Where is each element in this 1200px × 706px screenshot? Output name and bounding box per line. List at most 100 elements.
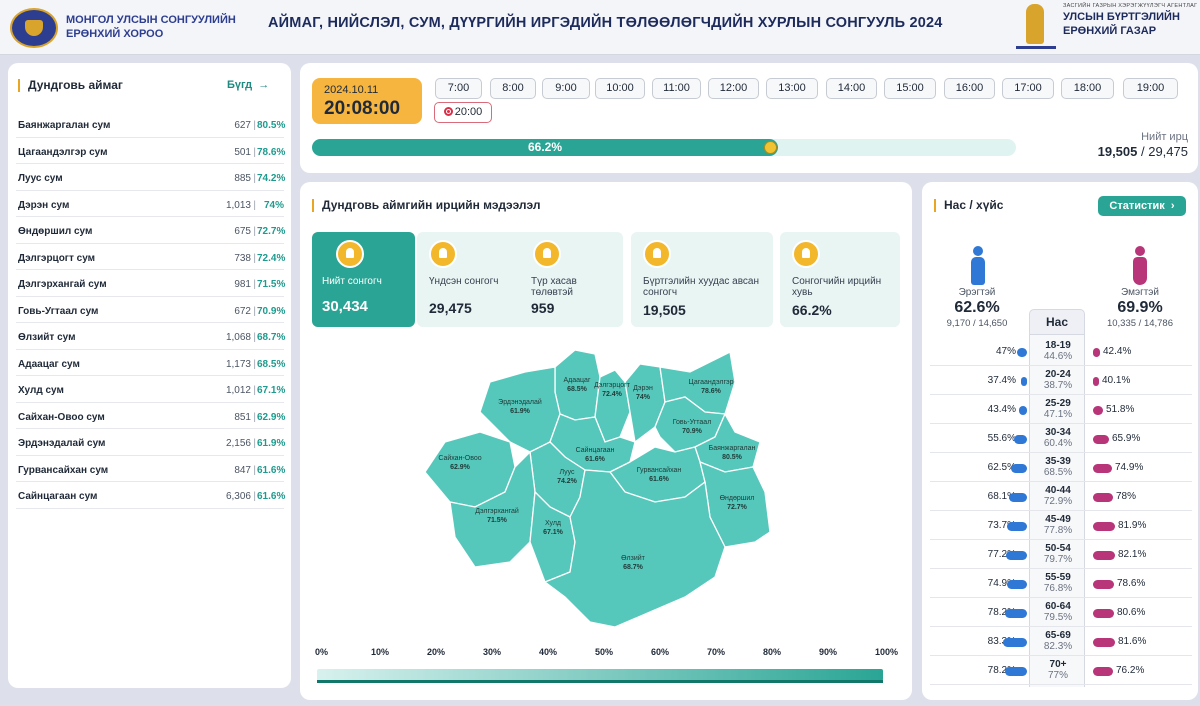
info-title: Дундговь аймгийн ирцийн мэдээлэл bbox=[312, 199, 541, 212]
soum-row[interactable]: Дэлгэрцогт сум 738 | 72.4% bbox=[16, 244, 285, 270]
hour-button[interactable]: 12:00 bbox=[708, 78, 759, 99]
soum-row[interactable]: Дэрэн сум 1,013 | 74% bbox=[16, 191, 284, 217]
male-age-bar bbox=[1007, 580, 1027, 589]
voters-breakdown-card: Үндсэн сонгогч 29,475 Түр хасав төлөвтэй… bbox=[417, 232, 623, 327]
soum-row[interactable]: Говь-Угтаал сум 672 | 70.9% bbox=[16, 297, 286, 323]
map-region-pct: 78.6% bbox=[701, 388, 722, 395]
age-row[interactable]: 74.9% 55-59 76.8% 78.6% bbox=[930, 569, 1192, 598]
female-age-pct: 65.9% bbox=[1112, 433, 1141, 444]
age-row[interactable]: 43.4% 25-29 47.1% 51.8% bbox=[930, 395, 1192, 424]
soum-pct: 61.9% bbox=[257, 438, 286, 449]
soum-separator: | bbox=[253, 120, 256, 131]
age-range-label: 55-59 bbox=[1045, 572, 1071, 583]
progress-knob[interactable] bbox=[764, 141, 778, 154]
hour-button[interactable]: 14:00 bbox=[826, 78, 877, 99]
soum-name: Өндөршил сум bbox=[18, 226, 93, 237]
male-age-pct: 78.2% bbox=[987, 607, 1016, 618]
hour-button[interactable]: 9:00 bbox=[542, 78, 590, 99]
age-range-label: 65-69 bbox=[1045, 630, 1071, 641]
soum-row[interactable]: Сайхан-Овоо сум 851 | 62.9% bbox=[16, 403, 285, 429]
female-age-pct: 74.9% bbox=[1115, 462, 1144, 473]
record-icon bbox=[443, 107, 453, 116]
soum-name: Сайнцагаан сум bbox=[18, 491, 98, 502]
map-region-pct: 62.9% bbox=[450, 464, 471, 471]
turnout-progress-label: 66.2% bbox=[528, 140, 563, 154]
org-left-name: МОНГОЛ УЛСЫН СОНГУУЛИЙН ЕРӨНХИЙ ХОРОО bbox=[66, 13, 236, 41]
soum-row[interactable]: Сайнцагаан сум 6,306 | 61.6% bbox=[16, 482, 285, 509]
age-range: 18-19 44.6% bbox=[1034, 340, 1082, 362]
hour-button[interactable]: 10:00 bbox=[595, 78, 645, 99]
province-map: Адаацаг 68.5% Дэлгэрцогт 72.4% Дэрэн 74% Цагаа… bbox=[424, 349, 771, 628]
soum-separator: | bbox=[253, 279, 256, 290]
age-row[interactable]: 55.6% 30-34 60.4% 65.9% bbox=[930, 424, 1192, 453]
hour-button[interactable]: 18:00 bbox=[1061, 78, 1114, 99]
map-region-pct: 72.4% bbox=[602, 391, 623, 398]
hour-button[interactable]: 13:00 bbox=[766, 78, 818, 99]
age-row[interactable]: 68.1% 40-44 72.9% 78% bbox=[930, 482, 1192, 511]
soum-separator: | bbox=[253, 464, 256, 476]
soum-count: 1,012 bbox=[225, 385, 251, 396]
male-age-bar bbox=[1007, 522, 1027, 531]
hour-button-active[interactable]: 20:00 bbox=[434, 102, 492, 123]
age-total-pct: 77.8% bbox=[1043, 525, 1073, 536]
female-age-bar bbox=[1093, 435, 1109, 444]
age-column bbox=[1029, 335, 1085, 687]
total-voters-value: 30,434 bbox=[322, 298, 368, 315]
soum-separator: | bbox=[253, 358, 256, 370]
soum-row[interactable]: Эрдэнэдалай сум 2,156 | 61.9% bbox=[16, 429, 286, 456]
map-region-pct: 68.5% bbox=[567, 386, 588, 393]
hour-button[interactable]: 17:00 bbox=[1002, 78, 1054, 99]
map-region-name: Гурвансайхан bbox=[637, 466, 682, 474]
hour-button[interactable]: 7:00 bbox=[435, 78, 482, 99]
soum-row[interactable]: Баянжаргалан сум 627 | 80.5% bbox=[16, 111, 285, 138]
hour-button[interactable]: 11:00 bbox=[652, 78, 701, 99]
hour-button[interactable]: 8:00 bbox=[490, 78, 536, 99]
age-row[interactable]: 77.2% 50-54 79.7% 82.1% bbox=[930, 540, 1192, 569]
age-row[interactable]: 37.4% 20-24 38.7% 40.1% bbox=[930, 366, 1192, 395]
hour-button[interactable]: 15:00 bbox=[884, 78, 936, 99]
soum-row[interactable]: Цагаандэлгэр сум 501 | 78.6% bbox=[16, 138, 285, 164]
female-age-bar bbox=[1093, 464, 1112, 473]
map-region-name: Дэлгэрхангай bbox=[475, 507, 519, 515]
age-range: 55-59 76.8% bbox=[1034, 572, 1082, 594]
org-left-line1: МОНГОЛ УЛСЫН СОНГУУЛИЙН bbox=[66, 14, 236, 26]
male-age-pct: 77.2% bbox=[987, 549, 1016, 560]
soum-row[interactable]: Хулд сум 1,012 | 67.1% bbox=[16, 376, 285, 403]
age-row[interactable]: 47% 18-19 44.6% 42.4% bbox=[930, 337, 1192, 366]
soum-row[interactable]: Луус сум 885 | 74.2% bbox=[16, 164, 285, 191]
male-age-pct: 68.1% bbox=[987, 491, 1016, 502]
age-row[interactable]: 83.3% 65-69 82.3% 81.6% bbox=[930, 627, 1192, 656]
age-total-pct: 38.7% bbox=[1043, 380, 1073, 391]
hour-button[interactable]: 16:00 bbox=[944, 78, 995, 99]
age-row[interactable]: 78.2% 70+ 77% 76.2% bbox=[930, 656, 1192, 685]
soum-row[interactable]: Адаацаг сум 1,173 | 68.5% bbox=[16, 350, 285, 376]
male-pct: 62.6% bbox=[954, 299, 1000, 316]
soum-count: 675 bbox=[234, 226, 251, 237]
male-age-bar bbox=[1005, 667, 1027, 676]
age-row[interactable]: 73.7% 45-49 77.8% 81.9% bbox=[930, 511, 1192, 540]
age-row[interactable]: 78.2% 60-64 79.5% 80.6% bbox=[930, 598, 1192, 627]
soum-count: 1,173 bbox=[225, 358, 251, 370]
hour-button[interactable]: 19:00 bbox=[1123, 78, 1178, 99]
soum-row[interactable]: Өлзийт сум 1,068 | 68.7% bbox=[16, 323, 286, 350]
map-region-pct: 67.1% bbox=[543, 529, 564, 536]
soum-count: 851 bbox=[234, 411, 251, 423]
active-hour-label: 20:00 bbox=[454, 106, 483, 118]
soum-name: Өлзийт сум bbox=[18, 332, 76, 343]
soum-row[interactable]: Дэлгэрхангай сум 981 | 71.5% bbox=[16, 270, 285, 297]
map-region-name: Луус bbox=[559, 469, 575, 476]
scale-tick: 70% bbox=[707, 647, 726, 657]
soum-pct: 68.7% bbox=[257, 332, 286, 343]
female-label: Эмэгтэй bbox=[1121, 287, 1159, 298]
soum-name: Луус сум bbox=[18, 173, 63, 184]
soum-pct: 70.9% bbox=[257, 305, 286, 317]
soum-row[interactable]: Гурвансайхан сум 847 | 61.6% bbox=[16, 456, 285, 482]
soum-separator: | bbox=[253, 411, 256, 423]
map-region-ulziit[interactable] bbox=[543, 469, 726, 628]
soum-row[interactable]: Өндөршил сум 675 | 72.7% bbox=[16, 217, 285, 244]
see-all-link[interactable]: Бүгд → bbox=[227, 79, 269, 91]
statistics-button[interactable]: Статистик › bbox=[1098, 196, 1186, 216]
female-age-pct: 81.6% bbox=[1118, 636, 1147, 647]
age-row[interactable]: 62.5% 35-39 68.5% 74.9% bbox=[930, 453, 1192, 482]
soum-separator: | bbox=[253, 332, 256, 343]
